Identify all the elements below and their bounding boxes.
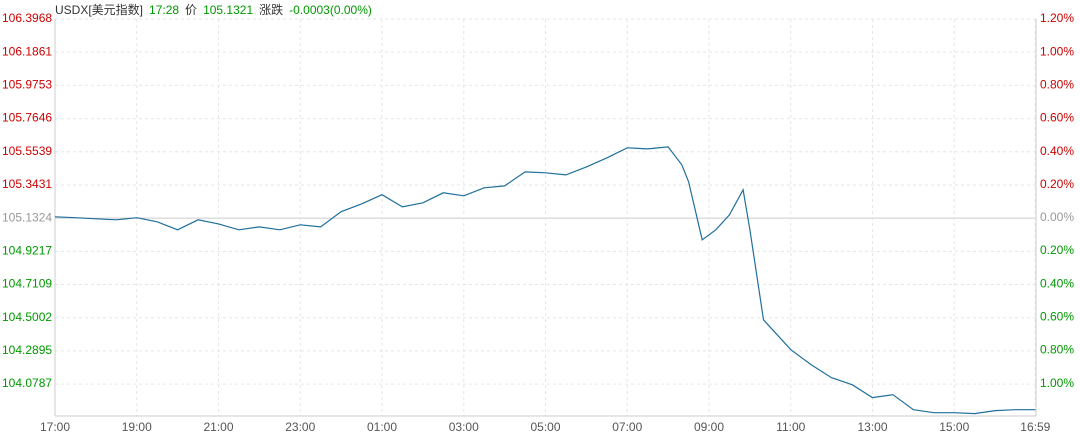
- y-tick-label: 105.7646: [2, 111, 52, 125]
- y2-tick-label: 0.00%: [1040, 210, 1074, 224]
- y-tick-label: 104.0787: [2, 376, 52, 390]
- y2-tick-label: 0.80%: [1040, 343, 1074, 357]
- y-tick-label: 104.9217: [2, 243, 52, 257]
- y-tick-label: 106.1861: [2, 44, 52, 58]
- y-tick-label: 105.5539: [2, 144, 52, 158]
- y-tick-label: 105.1324: [2, 210, 52, 224]
- price: 105.1321: [203, 3, 254, 17]
- y-tick-label: 104.7109: [2, 277, 52, 291]
- x-tick-label: 11:00: [776, 420, 805, 434]
- y-tick-label: 104.5002: [2, 310, 52, 324]
- y2-tick-label: 1.00%: [1040, 44, 1074, 58]
- header: USDX[美元指数] 17:28 价 105.1321 涨跌 -0.0003(0.00%): [55, 1, 378, 18]
- y2-tick-label: 1.20%: [1040, 11, 1074, 25]
- x-tick-label: 13:00: [857, 420, 887, 434]
- y2-tick-label: 0.20%: [1040, 243, 1074, 257]
- x-tick-label: 05:00: [530, 420, 560, 434]
- y2-tick-label: 0.20%: [1040, 177, 1074, 191]
- x-tick-label: 21:00: [203, 420, 233, 434]
- x-tick-label: 19:00: [122, 420, 152, 434]
- y2-tick-label: 0.60%: [1040, 111, 1074, 125]
- y2-tick-label: 0.80%: [1040, 77, 1074, 91]
- y2-tick-label: 0.60%: [1040, 310, 1074, 324]
- y-tick-label: 106.3968: [2, 11, 52, 25]
- x-tick-label: 07:00: [612, 420, 642, 434]
- x-tick-label: 23:00: [285, 420, 315, 434]
- change: -0.0003(0.00%): [289, 3, 372, 17]
- x-tick-label: 16:59: [1020, 420, 1050, 434]
- y-tick-label: 104.2895: [2, 343, 52, 357]
- y2-tick-label: 1.00%: [1040, 376, 1074, 390]
- y-tick-label: 105.3431: [2, 177, 52, 191]
- x-tick-label: 17:00: [40, 420, 70, 434]
- symbol: USDX[美元指数]: [55, 3, 144, 17]
- y-tick-label: 105.9753: [2, 78, 52, 92]
- price-label: 价: [185, 3, 198, 17]
- x-tick-label: 01:00: [367, 420, 397, 434]
- x-tick-label: 03:00: [449, 420, 479, 434]
- time: 17:28: [149, 3, 180, 17]
- x-tick-label: 15:00: [939, 420, 969, 434]
- x-tick-label: 09:00: [694, 420, 724, 434]
- change-label: 涨跌: [259, 3, 284, 17]
- y2-tick-label: 0.40%: [1040, 276, 1074, 290]
- y2-tick-label: 0.40%: [1040, 144, 1074, 158]
- price-line: [54, 146, 1036, 415]
